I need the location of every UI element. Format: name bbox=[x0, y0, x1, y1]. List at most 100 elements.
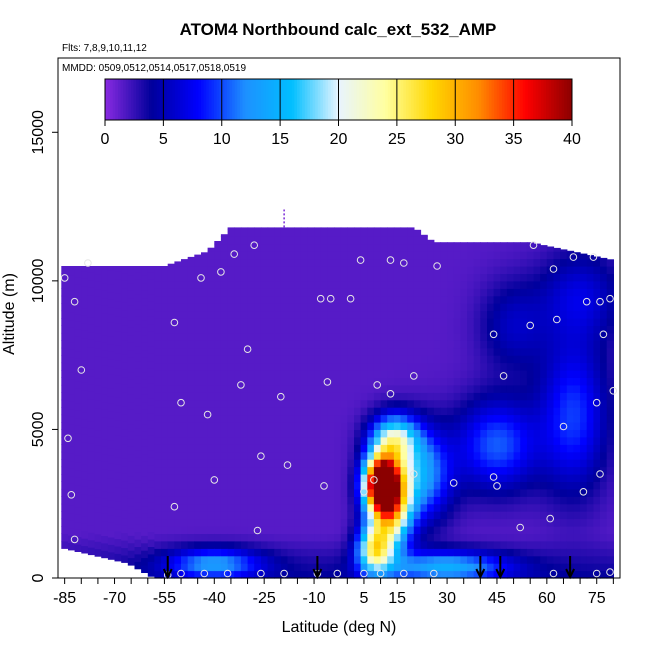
colorbar-swatch bbox=[115, 79, 119, 120]
heatmap-cell bbox=[227, 511, 235, 520]
heatmap-cell bbox=[294, 518, 302, 527]
heatmap-cell bbox=[234, 481, 242, 490]
heatmap-cell bbox=[161, 429, 169, 438]
heatmap-cell bbox=[107, 551, 116, 560]
heatmap-cell bbox=[447, 310, 455, 319]
heatmap-cell bbox=[480, 526, 488, 534]
heatmap-cell bbox=[327, 407, 335, 416]
heatmap-cell bbox=[520, 355, 528, 364]
heatmap-cell bbox=[487, 384, 495, 393]
heatmap-cell bbox=[467, 258, 475, 267]
heatmap-cell bbox=[520, 340, 528, 349]
heatmap-cell bbox=[201, 266, 209, 274]
heatmap-cell bbox=[334, 570, 342, 579]
heatmap-cell bbox=[287, 251, 295, 260]
heatmap-cell bbox=[413, 347, 422, 356]
heatmap-cell bbox=[453, 258, 461, 267]
heatmap-cell bbox=[480, 392, 488, 401]
heatmap-cell bbox=[201, 325, 209, 334]
heatmap-cell bbox=[433, 243, 442, 252]
heatmap-cell bbox=[453, 399, 461, 408]
heatmap-cell bbox=[320, 488, 328, 497]
heatmap-cell bbox=[427, 280, 435, 289]
heatmap-cell bbox=[280, 325, 289, 334]
heatmap-cell bbox=[520, 503, 528, 512]
heatmap-cell bbox=[147, 293, 156, 302]
heatmap-cell bbox=[560, 496, 568, 505]
heatmap-cell bbox=[260, 318, 269, 326]
heatmap-cell bbox=[360, 436, 368, 445]
heatmap-cell bbox=[540, 310, 548, 319]
heatmap-cell bbox=[553, 466, 561, 475]
heatmap-cell bbox=[260, 258, 269, 267]
heatmap-cell bbox=[314, 496, 322, 505]
heatmap-cell bbox=[580, 266, 588, 274]
heatmap-cell bbox=[347, 429, 355, 438]
heatmap-cell bbox=[74, 343, 82, 352]
heatmap-cell bbox=[400, 451, 408, 460]
sample-point bbox=[553, 315, 561, 324]
heatmap-cell bbox=[294, 310, 302, 319]
heatmap-cell bbox=[513, 243, 521, 252]
heatmap-cell bbox=[334, 266, 342, 274]
heatmap-cell bbox=[267, 370, 275, 378]
heatmap-cell bbox=[606, 295, 614, 304]
heatmap-cell bbox=[347, 488, 355, 497]
heatmap-cell bbox=[187, 273, 195, 282]
sample-point bbox=[360, 569, 368, 578]
heatmap-cell bbox=[267, 451, 275, 460]
heatmap-cell bbox=[220, 459, 229, 468]
heatmap-cell bbox=[593, 474, 601, 482]
heatmap-cell bbox=[553, 392, 561, 401]
colorbar-swatch bbox=[387, 79, 391, 120]
heatmap-cell bbox=[440, 399, 448, 408]
heatmap-cell bbox=[247, 384, 255, 393]
heatmap-cell bbox=[154, 459, 162, 468]
sample-point bbox=[70, 297, 79, 306]
heatmap-cell bbox=[134, 345, 142, 354]
heatmap-cell bbox=[593, 429, 601, 438]
heatmap-cell bbox=[161, 459, 169, 468]
heatmap-cell bbox=[360, 340, 368, 349]
heatmap-cell bbox=[407, 362, 415, 371]
heatmap-cell bbox=[127, 394, 136, 403]
heatmap-cell bbox=[61, 266, 69, 274]
heatmap-cell bbox=[400, 362, 408, 371]
heatmap-cell bbox=[420, 422, 428, 430]
heatmap-cell bbox=[220, 563, 229, 572]
heatmap-cell bbox=[433, 466, 442, 475]
heatmap-cell bbox=[234, 303, 242, 312]
heatmap-cell bbox=[367, 429, 375, 438]
heatmap-cell bbox=[513, 370, 521, 378]
heatmap-cell bbox=[87, 354, 96, 362]
heatmap-cell bbox=[593, 355, 601, 364]
heatmap-cell bbox=[187, 466, 195, 475]
heatmap-cell bbox=[247, 377, 255, 386]
heatmap-cell bbox=[513, 399, 521, 408]
heatmap-cell bbox=[413, 295, 422, 304]
heatmap-cell bbox=[526, 332, 535, 341]
heatmap-cell bbox=[380, 444, 388, 453]
heatmap-cell bbox=[360, 563, 368, 572]
heatmap-cell bbox=[400, 347, 408, 356]
heatmap-cell bbox=[287, 325, 295, 334]
heatmap-cell bbox=[274, 228, 282, 237]
heatmap-cell bbox=[354, 540, 362, 549]
heatmap-cell bbox=[194, 518, 202, 527]
heatmap-cell bbox=[440, 303, 448, 312]
heatmap-cell bbox=[387, 288, 395, 297]
heatmap-cell bbox=[161, 310, 169, 319]
heatmap-cell bbox=[367, 540, 375, 549]
heatmap-cell bbox=[573, 548, 581, 557]
heatmap-cell bbox=[294, 236, 302, 245]
heatmap-cell bbox=[340, 451, 348, 460]
heatmap-cell bbox=[247, 228, 255, 237]
heatmap-cell bbox=[513, 533, 521, 542]
heatmap-cell bbox=[181, 526, 189, 534]
heatmap-cell bbox=[300, 444, 309, 453]
heatmap-cell bbox=[294, 243, 302, 252]
heatmap-cell bbox=[420, 451, 428, 460]
heatmap-cell bbox=[167, 340, 175, 349]
heatmap-cell bbox=[593, 340, 601, 349]
colorbar-swatch bbox=[556, 79, 560, 120]
